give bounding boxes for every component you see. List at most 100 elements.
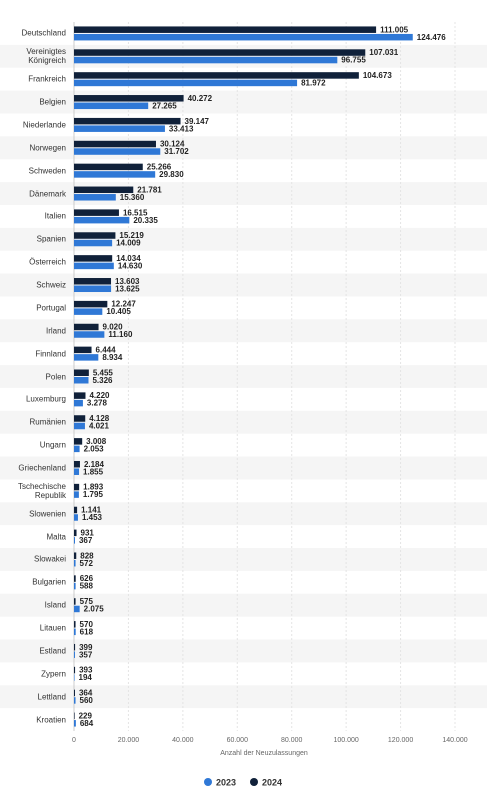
value-label: 364 [79,689,93,698]
value-label: 399 [79,643,93,652]
y-tick-label: Slowakei [33,554,66,564]
value-label: 5.455 [93,368,114,377]
x-tick-label: 120.000 [388,737,413,744]
bar [74,674,75,681]
bar [74,598,76,605]
value-label: 3.278 [87,399,108,408]
bar [74,26,377,33]
value-label: 13.625 [115,284,140,293]
bar [74,377,89,384]
bar [74,209,119,216]
bar [74,140,156,148]
bar [74,255,113,262]
y-tick-label: Ungarn [39,440,66,450]
x-tick-label: 0 [72,737,76,744]
y-tick-label: Slowenien [29,509,66,519]
value-label: 1.855 [83,467,104,476]
value-label: 684 [80,719,94,728]
value-label: 10.405 [106,307,131,316]
value-label: 11.160 [108,330,133,339]
y-tick-label: Kroatien [36,715,66,725]
value-label: 29.830 [159,170,184,179]
bar [74,468,80,475]
bar [74,95,184,102]
bar [74,445,80,453]
value-label: 1.795 [83,490,104,499]
bar [74,163,143,171]
legend-label: 2024 [262,777,282,787]
y-tick-label: Niederlande [22,120,66,130]
value-label: 1.453 [82,513,103,522]
bar [74,643,76,651]
y-tick-label: Dänemark [29,189,66,199]
bar [74,621,76,628]
value-label: 931 [81,528,95,537]
y-tick-label: Frankreich [28,74,66,84]
bar [74,285,112,293]
value-label: 367 [79,536,93,545]
bar [74,552,77,559]
value-label: 1.141 [81,506,102,515]
bar [74,491,79,498]
y-tick-label: Vereinigtes Königreich [26,47,66,66]
bar [74,392,86,399]
row-band [0,90,487,114]
x-tick-label: 60.000 [227,737,249,744]
bar [74,514,78,521]
value-label: 31.702 [164,147,189,156]
bar [74,422,85,430]
value-label: 13.603 [115,277,140,286]
bar [74,689,75,697]
x-axis-label: Anzahl der Neuzulassungen [220,750,308,757]
bar [74,49,366,56]
value-label: 16.515 [123,208,148,217]
bar [74,117,181,125]
y-tick-label: Luxemburg [25,394,66,404]
legend-marker [204,778,212,786]
bar [74,262,114,270]
row-band [0,548,487,571]
value-label: 229 [79,711,93,720]
bar [74,346,92,354]
value-label: 27.265 [152,101,177,110]
value-label: 357 [79,650,93,659]
bar [74,720,76,727]
value-label: 588 [80,582,94,591]
value-label: 33.413 [169,124,194,133]
y-tick-label: Belgien [39,97,66,107]
value-label: 2.184 [84,460,105,469]
value-label: 111.005 [380,25,409,34]
value-label: 15.360 [120,193,145,202]
x-tick-label: 100.000 [333,737,358,744]
bar [74,506,78,514]
y-tick-label: Finnland [35,349,66,359]
bar [74,666,76,674]
bar [74,79,298,87]
row-band [0,273,487,297]
bar [74,628,76,636]
x-tick-label: 80.000 [281,737,303,744]
row-band [0,639,487,663]
x-tick-label: 20.000 [118,737,140,744]
bar [74,605,80,613]
row-band [0,319,487,343]
y-tick-label: Portugal [36,303,66,313]
y-tick-label: Bulgarien [32,577,66,587]
bar [74,651,75,658]
x-tick-label: 140.000 [442,737,467,744]
value-label: 81.972 [301,79,326,88]
y-tick-label: Deutschland [21,28,66,38]
y-tick-label: Rumänien [29,417,66,427]
y-tick-label: Norwegen [29,143,66,153]
value-label: 8.934 [102,353,123,362]
bar [74,483,80,491]
bar [74,300,108,308]
bar [74,72,359,79]
bar [74,148,161,155]
bar [74,216,130,224]
x-tick-label: 40.000 [172,737,194,744]
y-tick-label: Spanien [36,234,66,244]
legend-label: 2023 [216,777,236,787]
row-band [0,182,487,205]
